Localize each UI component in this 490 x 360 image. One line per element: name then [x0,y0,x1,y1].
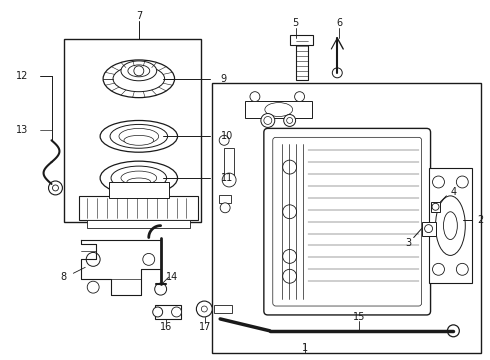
Bar [109,182,169,198]
Text: 17: 17 [199,322,212,332]
Text: 4: 4 [450,187,457,197]
Text: 2: 2 [477,215,484,225]
Bar [219,195,231,203]
Ellipse shape [111,166,167,190]
Bar [214,305,232,313]
Ellipse shape [100,161,177,195]
Circle shape [86,252,100,266]
Circle shape [433,176,444,188]
Circle shape [433,264,444,275]
Circle shape [456,264,468,275]
Circle shape [201,306,207,312]
Text: 11: 11 [221,173,233,183]
Bar [431,202,441,212]
Bar [212,83,481,353]
Text: 15: 15 [353,312,366,322]
Circle shape [332,68,342,78]
Circle shape [219,135,229,145]
Ellipse shape [261,113,275,127]
FancyBboxPatch shape [264,129,431,315]
Circle shape [447,325,459,337]
Ellipse shape [284,114,295,126]
Ellipse shape [127,178,151,186]
Bar [87,220,191,228]
Bar [224,148,234,176]
Text: 6: 6 [336,18,343,28]
Text: 1: 1 [301,343,308,353]
Text: 9: 9 [220,74,226,84]
Bar [64,39,201,222]
Ellipse shape [287,117,293,123]
Circle shape [87,281,99,293]
Circle shape [425,225,433,233]
Circle shape [155,283,167,295]
Bar [155,305,180,319]
Text: 13: 13 [16,125,28,135]
Ellipse shape [110,125,168,148]
Circle shape [196,301,212,317]
Ellipse shape [443,212,457,239]
Circle shape [220,203,230,213]
Bar [421,222,436,235]
Ellipse shape [124,135,154,145]
Circle shape [250,92,260,102]
Text: 10: 10 [221,131,233,141]
Circle shape [52,185,58,191]
Circle shape [283,269,296,283]
Text: 5: 5 [293,18,299,28]
Text: 7: 7 [136,11,142,21]
Text: 12: 12 [16,71,28,81]
Circle shape [222,173,236,187]
Ellipse shape [265,103,293,117]
FancyBboxPatch shape [273,137,421,306]
Bar [79,196,198,220]
Circle shape [143,253,155,265]
Circle shape [456,176,468,188]
Ellipse shape [128,65,150,77]
Circle shape [153,307,163,317]
Bar [245,100,313,118]
Bar [290,35,314,45]
Circle shape [283,205,296,219]
Ellipse shape [103,60,174,98]
Ellipse shape [121,171,157,185]
Circle shape [432,203,439,210]
Ellipse shape [436,196,466,255]
Circle shape [294,92,305,102]
Text: 8: 8 [60,272,67,282]
Bar [295,38,308,80]
Circle shape [49,181,62,195]
Circle shape [172,307,181,317]
Ellipse shape [100,121,177,152]
Ellipse shape [113,66,165,92]
Circle shape [283,160,296,174]
Text: 3: 3 [406,238,412,248]
Text: 14: 14 [167,272,179,282]
Ellipse shape [119,129,159,144]
Text: 16: 16 [159,322,171,332]
Circle shape [134,66,144,76]
Circle shape [283,249,296,264]
Ellipse shape [121,61,157,81]
Bar [429,168,472,283]
Ellipse shape [264,117,272,125]
